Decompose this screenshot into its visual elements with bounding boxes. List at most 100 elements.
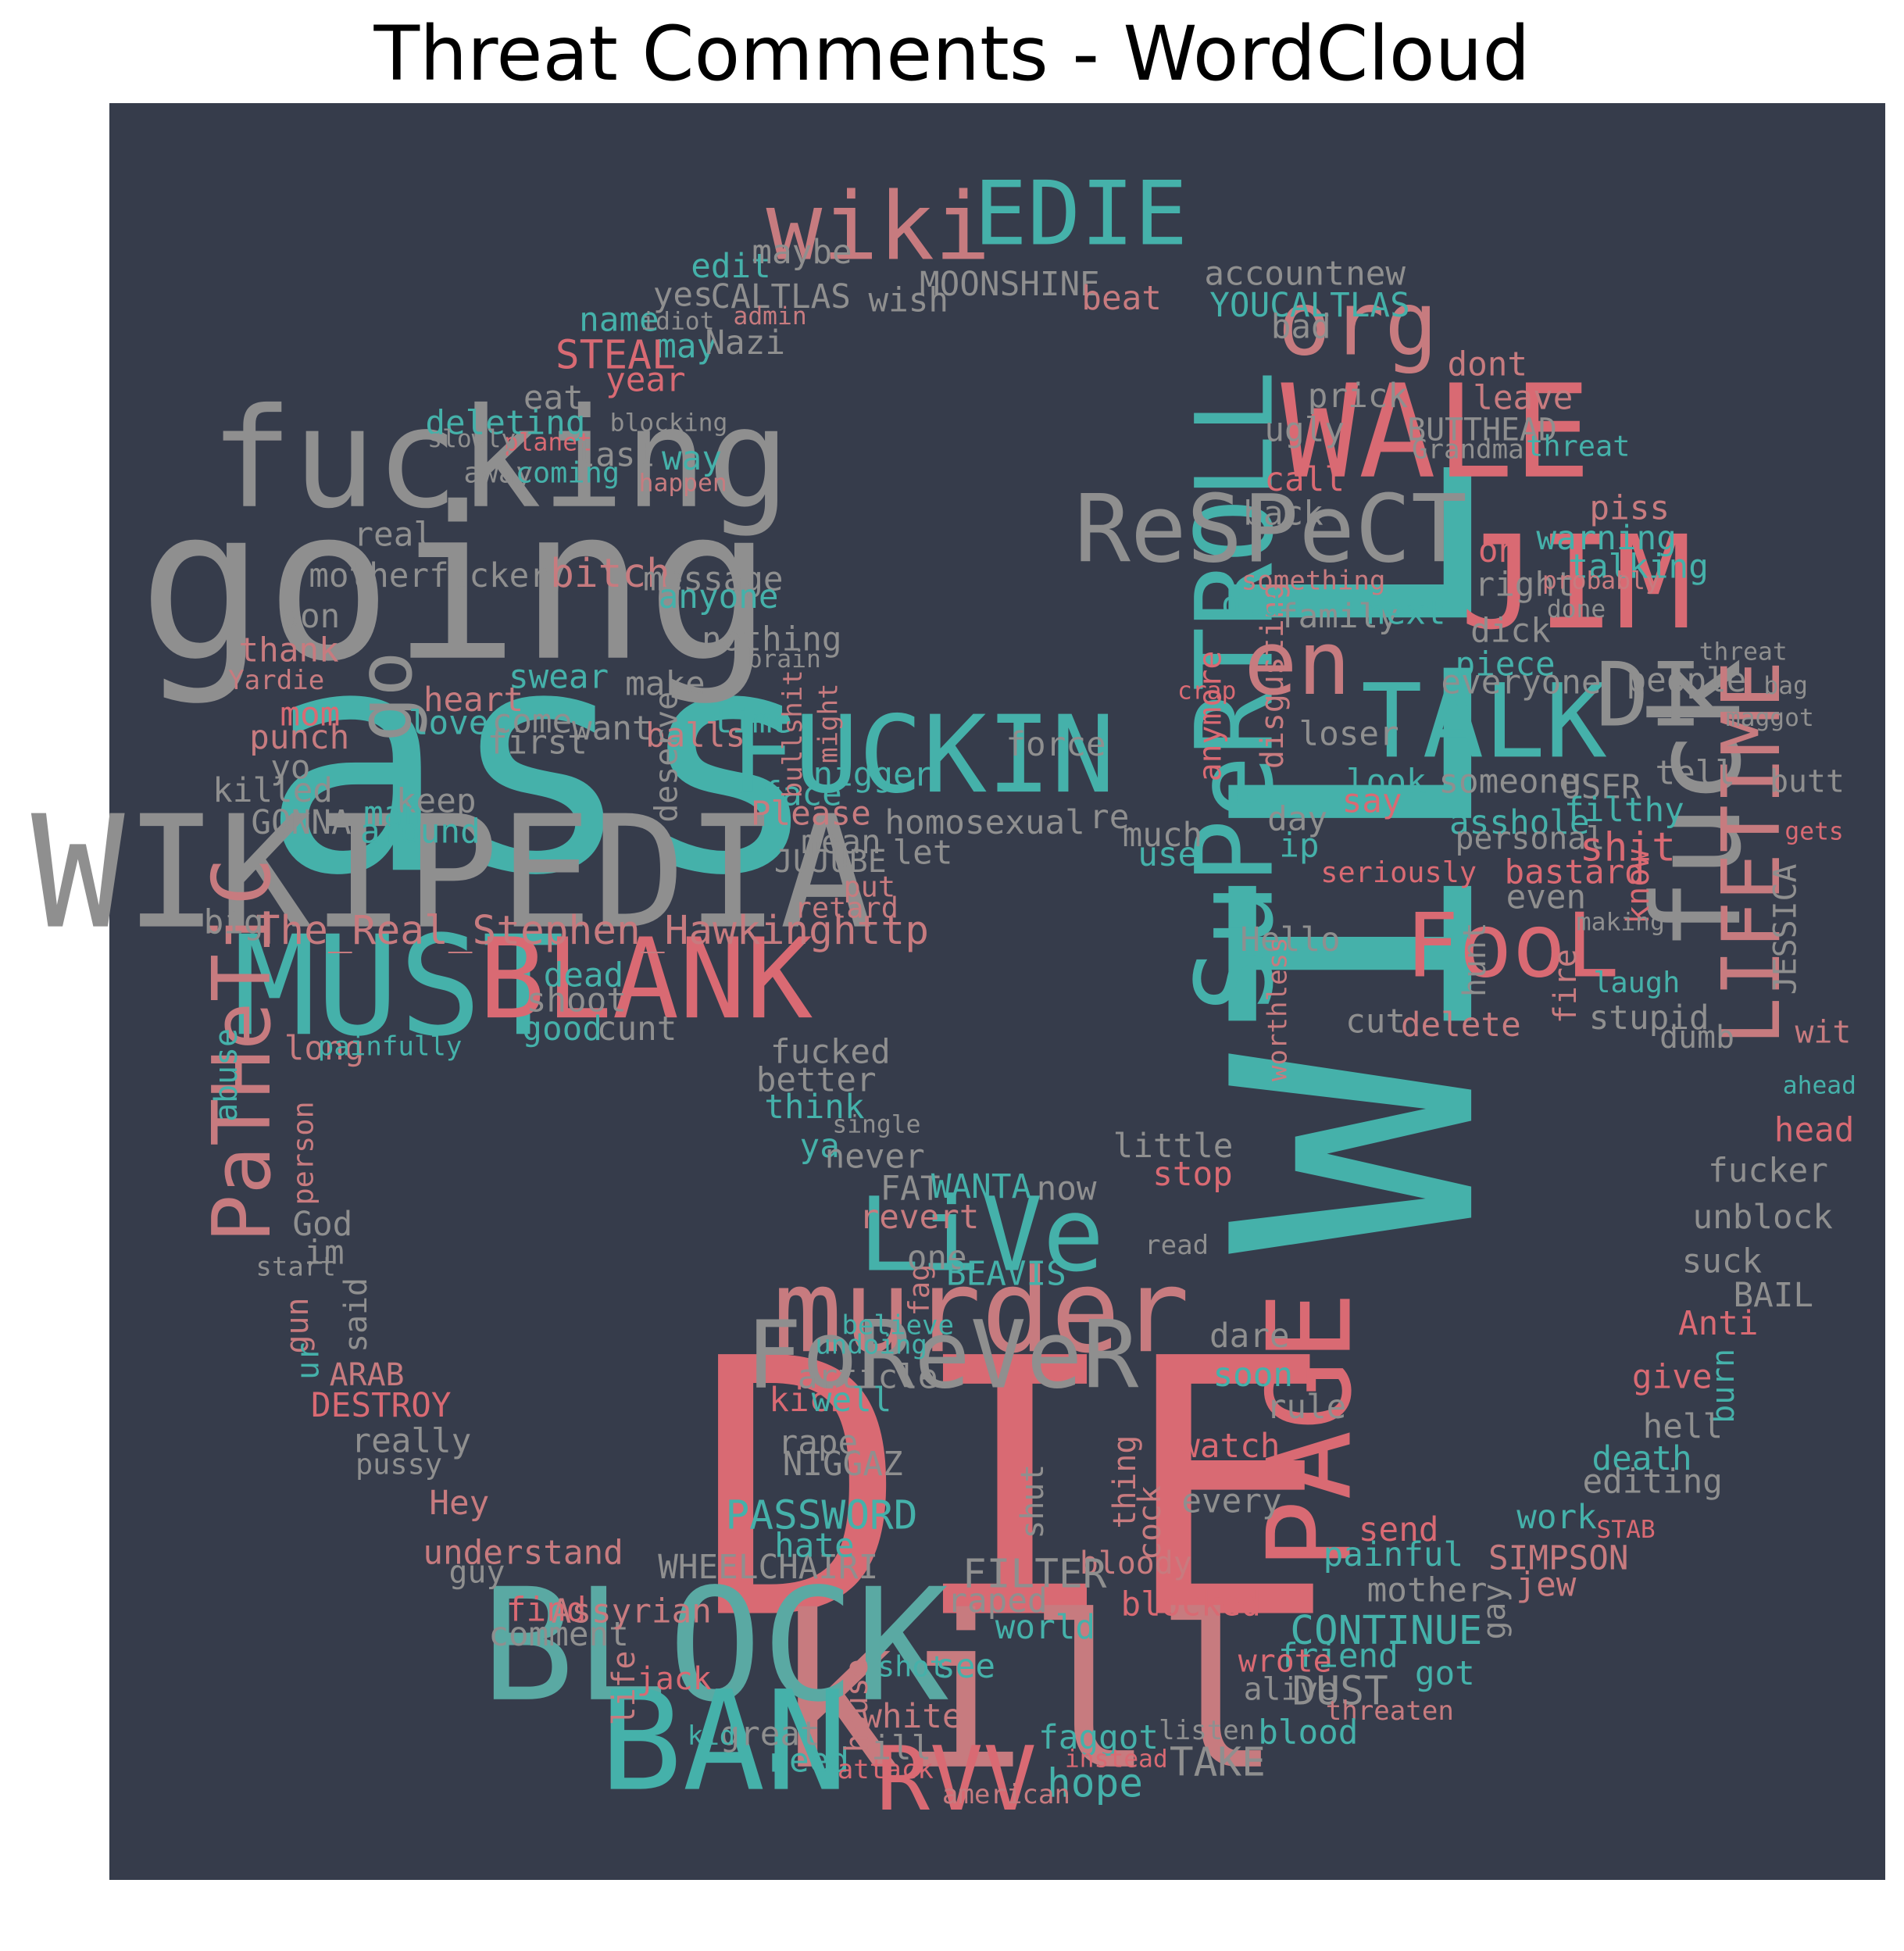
- word-shot: shot: [877, 1650, 947, 1684]
- word-attack: attack: [838, 1754, 934, 1785]
- word-account: account: [1204, 254, 1345, 293]
- word-steal: STEAL: [555, 332, 676, 378]
- word-one: one: [907, 1238, 967, 1277]
- word-great: great: [720, 1715, 820, 1754]
- word-dust: DUST: [1292, 1669, 1388, 1715]
- word-start: start: [255, 1252, 336, 1283]
- word-shut: shut: [1015, 1464, 1051, 1539]
- word-every: every: [1181, 1482, 1281, 1521]
- word-revert: revert: [859, 1198, 980, 1237]
- word-wikipedia: WIKIPEDIA: [31, 782, 873, 963]
- word-niggaz: NIGGAZ: [783, 1445, 903, 1484]
- word-death: death: [1591, 1439, 1691, 1478]
- word-make: make: [625, 665, 706, 704]
- word-butthead: BUTTHEAD: [1407, 412, 1557, 448]
- word-life: life: [606, 1650, 642, 1725]
- word-cut: cut: [1345, 1002, 1406, 1042]
- word-face: face: [762, 775, 842, 814]
- word-will: WILL: [1162, 452, 1550, 1253]
- word-rape: rape: [778, 1424, 859, 1463]
- word-eat: eat: [523, 379, 584, 418]
- word-bad: bad: [1271, 308, 1331, 347]
- word-gay: gay: [1477, 1584, 1513, 1640]
- word-heart: heart: [423, 681, 523, 720]
- word-mean: mean: [801, 823, 881, 862]
- word-destroy: DESTROY: [311, 1386, 452, 1425]
- word-ur: ur: [291, 1342, 327, 1380]
- word-pussy: pussy: [355, 1447, 442, 1481]
- word-may: may: [656, 327, 716, 366]
- word-kid: kid: [688, 1721, 736, 1752]
- word-hey: Hey: [429, 1484, 489, 1523]
- word-watch: watch: [1180, 1427, 1280, 1466]
- word-motherfucker: motherfucker: [309, 556, 549, 595]
- word-nazi: Nazi: [705, 323, 785, 363]
- word-gets: gets: [1784, 817, 1843, 845]
- word-re: re: [1089, 798, 1129, 837]
- word-happen: happen: [639, 470, 727, 498]
- word-listen: listen: [1159, 1715, 1255, 1746]
- word-threaten: threaten: [1326, 1696, 1454, 1727]
- word-moonshine: MOONSHINE: [920, 265, 1100, 304]
- word-jim: JIM: [1460, 508, 1693, 658]
- word-please: Please: [751, 795, 871, 834]
- word-butt: butt: [1770, 764, 1845, 800]
- word-big: big: [204, 902, 264, 942]
- word-ass: ass: [260, 581, 822, 943]
- word-murder: murder: [773, 1244, 1190, 1378]
- word-need: need: [769, 1742, 849, 1781]
- word-gonna: GONNA: [251, 803, 351, 842]
- word-balls: balls: [645, 716, 745, 756]
- word-send: send: [1359, 1510, 1439, 1549]
- word-bastard: bastard: [1504, 853, 1645, 892]
- word-article: article: [798, 1358, 938, 1397]
- word-page: PAGE: [1243, 1292, 1377, 1570]
- word-wiki: wiki: [766, 173, 991, 282]
- word-fire: fire: [1548, 949, 1584, 1024]
- word-blocked: blocked: [1121, 1585, 1262, 1624]
- word-mom: mom: [280, 695, 340, 734]
- word-editing: editing: [1582, 1463, 1723, 1502]
- word-edit: edit: [691, 247, 771, 286]
- word-personal: personal: [1456, 820, 1606, 856]
- word-retard: retard: [795, 892, 898, 925]
- word-fucker: fucker: [1708, 1152, 1828, 1191]
- word-gun: gun: [280, 1298, 316, 1354]
- word-head: head: [1774, 1110, 1855, 1149]
- word-let: let: [893, 834, 953, 873]
- word-making: making: [1577, 908, 1665, 936]
- word-slowly: slowly: [427, 425, 516, 453]
- word-forever: FoReVeR: [746, 1302, 1139, 1410]
- word-fool: FooL: [1406, 893, 1620, 997]
- word-little: little: [1113, 1127, 1234, 1166]
- word-probably: probably: [1542, 567, 1660, 595]
- word-homosexual: homosexual: [884, 803, 1084, 842]
- word-mother: mother: [1367, 1570, 1488, 1610]
- word-di: DI: [1595, 643, 1702, 747]
- word-dumb: dumb: [1659, 1020, 1734, 1056]
- word-anymore: anymore: [1192, 651, 1228, 782]
- word-soon: soon: [1213, 1356, 1294, 1395]
- word-hello: Hello: [1240, 920, 1340, 959]
- word-thing: thing: [1107, 1435, 1143, 1529]
- word-white: white: [862, 1697, 962, 1736]
- word-ya: ya: [800, 1127, 840, 1166]
- chart-title: Threat Comments - WordCloud: [373, 10, 1531, 98]
- word-jew: jew: [1516, 1566, 1576, 1605]
- word-ugly: ugly: [1264, 410, 1345, 449]
- word-away: away: [463, 456, 533, 490]
- word-better: better: [756, 1061, 877, 1100]
- word-alive: alive: [1244, 1672, 1338, 1708]
- word-back: back: [1243, 494, 1324, 533]
- word-give: give: [1632, 1358, 1713, 1397]
- word-block: BLOCK: [481, 1555, 949, 1736]
- word-piece: piece: [1455, 645, 1555, 684]
- word-oh: oh: [1478, 531, 1518, 570]
- word-suck: suck: [1682, 1242, 1763, 1281]
- word-next: next: [1366, 594, 1446, 633]
- word-love: love: [409, 704, 489, 743]
- word-user: USER: [1561, 768, 1641, 807]
- word-youcaltlas: YOUCALTLAS: [1209, 286, 1409, 325]
- word-wit: wit: [1795, 1014, 1851, 1050]
- word-prick: prick: [1308, 377, 1408, 416]
